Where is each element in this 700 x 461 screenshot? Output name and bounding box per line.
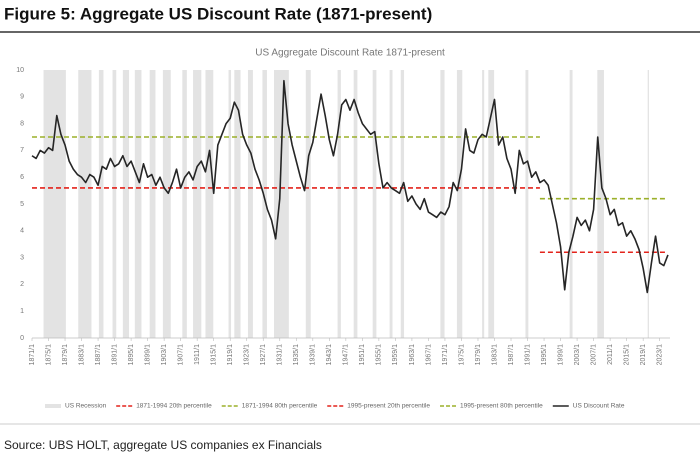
x-tick-label: 1923/1 bbox=[244, 344, 251, 366]
x-tick-label: 1919/1 bbox=[227, 344, 234, 366]
x-tick-label: 1951/1 bbox=[359, 344, 366, 366]
y-tick-label: 6 bbox=[20, 174, 24, 181]
x-tick-label: 1967/1 bbox=[425, 344, 432, 366]
x-tick-label: 1963/1 bbox=[409, 344, 416, 366]
legend-label: 1995-present 20th percentile bbox=[347, 403, 430, 410]
x-tick-label: 2003/1 bbox=[574, 344, 581, 366]
recession-band bbox=[440, 70, 445, 338]
x-tick-label: 1907/1 bbox=[178, 344, 185, 366]
recession-band bbox=[228, 70, 232, 338]
x-tick-label: 1871/1 bbox=[29, 344, 36, 366]
recession-band bbox=[372, 70, 377, 338]
recession-band bbox=[134, 70, 142, 338]
x-tick-label: 1935/1 bbox=[293, 344, 300, 366]
x-tick-label: 2023/1 bbox=[657, 344, 664, 366]
y-tick-label: 2 bbox=[20, 281, 24, 288]
recession-band bbox=[122, 70, 130, 338]
x-tick-label: 1899/1 bbox=[144, 344, 151, 366]
x-tick-label: 1883/1 bbox=[78, 344, 85, 366]
recession-band bbox=[525, 70, 529, 338]
recession-band bbox=[353, 70, 358, 338]
recession-band bbox=[400, 70, 405, 338]
recession-band bbox=[456, 70, 463, 338]
y-tick-label: 0 bbox=[20, 335, 24, 342]
recession-band bbox=[273, 70, 289, 338]
recession-band bbox=[569, 70, 573, 338]
x-tick-label: 2007/1 bbox=[590, 344, 597, 366]
x-tick-label: 1895/1 bbox=[128, 344, 135, 366]
x-tick-label: 1975/1 bbox=[458, 344, 465, 366]
recession-band bbox=[182, 70, 187, 338]
recession-band bbox=[149, 70, 156, 338]
x-tick-label: 1947/1 bbox=[343, 344, 350, 366]
legend-label: 1871-1994 80th percentile bbox=[242, 403, 318, 410]
y-tick-label: 9 bbox=[20, 94, 24, 101]
chart-title: US Aggregate Discount Rate 1871-present bbox=[255, 48, 445, 59]
recession-band bbox=[43, 70, 66, 338]
x-tick-label: 1971/1 bbox=[442, 344, 449, 366]
legend-label: 1995-present 80th percentile bbox=[460, 403, 543, 410]
x-tick-label: 1959/1 bbox=[392, 344, 399, 366]
x-tick-label: 1903/1 bbox=[161, 344, 168, 366]
recession-band bbox=[98, 70, 104, 338]
x-tick-label: 1887/1 bbox=[95, 344, 102, 366]
source: Source: UBS HOLT, aggregate US companies… bbox=[4, 438, 322, 452]
x-tick-label: 1931/1 bbox=[277, 344, 284, 366]
y-tick-label: 1 bbox=[20, 308, 24, 315]
x-tick-label: 1983/1 bbox=[491, 344, 498, 366]
x-tick-label: 2019/1 bbox=[640, 344, 647, 366]
x-tick-label: 2015/1 bbox=[623, 344, 630, 366]
y-tick-label: 10 bbox=[16, 67, 24, 74]
x-tick-label: 1999/1 bbox=[557, 344, 564, 366]
x-tick-label: 1875/1 bbox=[45, 344, 52, 366]
x-tick-label: 1955/1 bbox=[376, 344, 383, 366]
x-tick-label: 1939/1 bbox=[310, 344, 317, 366]
figure-title: Figure 5: Aggregate US Discount Rate (18… bbox=[4, 4, 432, 23]
recession-band bbox=[112, 70, 117, 338]
recession-band bbox=[482, 70, 485, 338]
y-tick-label: 5 bbox=[20, 201, 24, 208]
legend-label: US Discount Rate bbox=[573, 403, 625, 410]
x-tick-label: 1915/1 bbox=[211, 344, 218, 366]
y-tick-label: 7 bbox=[20, 147, 24, 154]
x-tick-label: 1995/1 bbox=[541, 344, 548, 366]
recession-band bbox=[247, 70, 253, 338]
x-tick-label: 1879/1 bbox=[62, 344, 69, 366]
y-tick-label: 8 bbox=[20, 120, 24, 127]
legend-label: US Recession bbox=[65, 403, 107, 410]
x-tick-label: 1991/1 bbox=[524, 344, 531, 366]
x-tick-label: 2011/1 bbox=[607, 344, 614, 365]
legend-label: 1871-1994 20th percentile bbox=[136, 403, 212, 410]
y-tick-label: 4 bbox=[20, 228, 24, 235]
recession-band bbox=[597, 70, 604, 338]
discount-rate-line bbox=[31, 79, 669, 294]
recession-band bbox=[647, 70, 649, 338]
recession-band bbox=[205, 70, 214, 338]
recession-band bbox=[305, 70, 311, 338]
recession-band bbox=[234, 70, 241, 338]
recession-band bbox=[78, 70, 92, 338]
legend-swatch bbox=[45, 404, 61, 408]
recession-band bbox=[337, 70, 341, 338]
recession-band bbox=[262, 70, 267, 338]
x-tick-label: 1911/1 bbox=[194, 344, 201, 365]
x-tick-label: 1987/1 bbox=[508, 344, 515, 366]
recession-band bbox=[488, 70, 495, 338]
recession-band bbox=[162, 70, 171, 338]
recession-band bbox=[389, 70, 393, 338]
y-tick-label: 3 bbox=[20, 254, 24, 261]
x-tick-label: 1943/1 bbox=[326, 344, 333, 366]
x-tick-label: 1927/1 bbox=[260, 344, 267, 366]
recession-band bbox=[193, 70, 202, 338]
x-tick-label: 1979/1 bbox=[475, 344, 482, 366]
x-tick-label: 1891/1 bbox=[111, 344, 118, 366]
